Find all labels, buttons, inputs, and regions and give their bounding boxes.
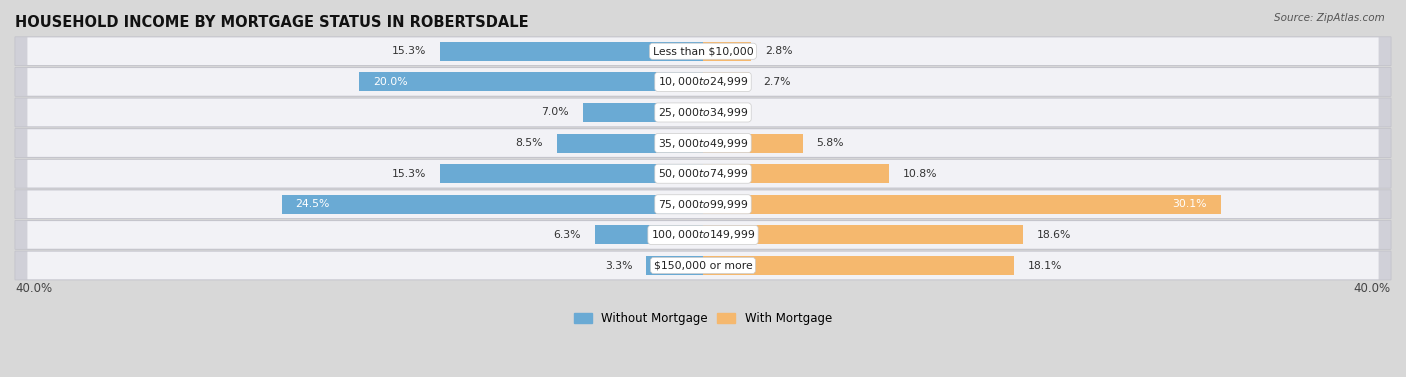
Text: 15.3%: 15.3% bbox=[392, 169, 426, 179]
Bar bbox=[359, 72, 703, 91]
Text: $10,000 to $24,999: $10,000 to $24,999 bbox=[658, 75, 748, 88]
Bar bbox=[440, 164, 703, 183]
FancyBboxPatch shape bbox=[15, 159, 1391, 188]
Bar bbox=[595, 225, 703, 244]
Text: 2.8%: 2.8% bbox=[765, 46, 793, 56]
Text: 40.0%: 40.0% bbox=[15, 282, 52, 295]
Text: 8.5%: 8.5% bbox=[516, 138, 543, 148]
Text: 18.6%: 18.6% bbox=[1036, 230, 1071, 240]
Bar bbox=[703, 256, 1014, 275]
Bar bbox=[557, 133, 703, 153]
FancyBboxPatch shape bbox=[27, 99, 1379, 126]
Text: $150,000 or more: $150,000 or more bbox=[654, 261, 752, 271]
FancyBboxPatch shape bbox=[15, 67, 1391, 96]
FancyBboxPatch shape bbox=[27, 68, 1379, 96]
FancyBboxPatch shape bbox=[15, 251, 1391, 280]
Text: 15.3%: 15.3% bbox=[392, 46, 426, 56]
FancyBboxPatch shape bbox=[27, 160, 1379, 187]
Text: Source: ZipAtlas.com: Source: ZipAtlas.com bbox=[1274, 13, 1385, 23]
Bar bbox=[582, 103, 703, 122]
Text: 40.0%: 40.0% bbox=[1354, 282, 1391, 295]
FancyBboxPatch shape bbox=[15, 190, 1391, 219]
Text: 5.8%: 5.8% bbox=[817, 138, 844, 148]
Legend: Without Mortgage, With Mortgage: Without Mortgage, With Mortgage bbox=[569, 307, 837, 329]
Bar bbox=[281, 195, 703, 214]
Text: 10.8%: 10.8% bbox=[903, 169, 936, 179]
Text: 2.7%: 2.7% bbox=[763, 77, 790, 87]
Text: 3.3%: 3.3% bbox=[605, 261, 633, 271]
Text: 30.1%: 30.1% bbox=[1173, 199, 1206, 209]
Text: $100,000 to $149,999: $100,000 to $149,999 bbox=[651, 228, 755, 241]
Bar bbox=[703, 164, 889, 183]
Bar bbox=[703, 72, 749, 91]
Text: $75,000 to $99,999: $75,000 to $99,999 bbox=[658, 198, 748, 211]
Text: 7.0%: 7.0% bbox=[541, 107, 569, 118]
FancyBboxPatch shape bbox=[15, 221, 1391, 249]
Text: $25,000 to $34,999: $25,000 to $34,999 bbox=[658, 106, 748, 119]
Text: HOUSEHOLD INCOME BY MORTGAGE STATUS IN ROBERTSDALE: HOUSEHOLD INCOME BY MORTGAGE STATUS IN R… bbox=[15, 15, 529, 30]
FancyBboxPatch shape bbox=[27, 190, 1379, 218]
Bar bbox=[703, 42, 751, 61]
Bar bbox=[703, 195, 1220, 214]
Bar bbox=[647, 256, 703, 275]
Text: 6.3%: 6.3% bbox=[554, 230, 581, 240]
FancyBboxPatch shape bbox=[27, 252, 1379, 279]
Text: Less than $10,000: Less than $10,000 bbox=[652, 46, 754, 56]
FancyBboxPatch shape bbox=[15, 37, 1391, 66]
Bar bbox=[703, 133, 803, 153]
Text: 18.1%: 18.1% bbox=[1028, 261, 1063, 271]
Text: $50,000 to $74,999: $50,000 to $74,999 bbox=[658, 167, 748, 180]
Text: $35,000 to $49,999: $35,000 to $49,999 bbox=[658, 136, 748, 150]
FancyBboxPatch shape bbox=[27, 221, 1379, 249]
FancyBboxPatch shape bbox=[15, 98, 1391, 127]
FancyBboxPatch shape bbox=[15, 129, 1391, 158]
Text: 20.0%: 20.0% bbox=[373, 77, 408, 87]
FancyBboxPatch shape bbox=[27, 129, 1379, 157]
FancyBboxPatch shape bbox=[27, 37, 1379, 65]
Bar bbox=[440, 42, 703, 61]
Bar bbox=[703, 225, 1022, 244]
Text: 24.5%: 24.5% bbox=[295, 199, 330, 209]
